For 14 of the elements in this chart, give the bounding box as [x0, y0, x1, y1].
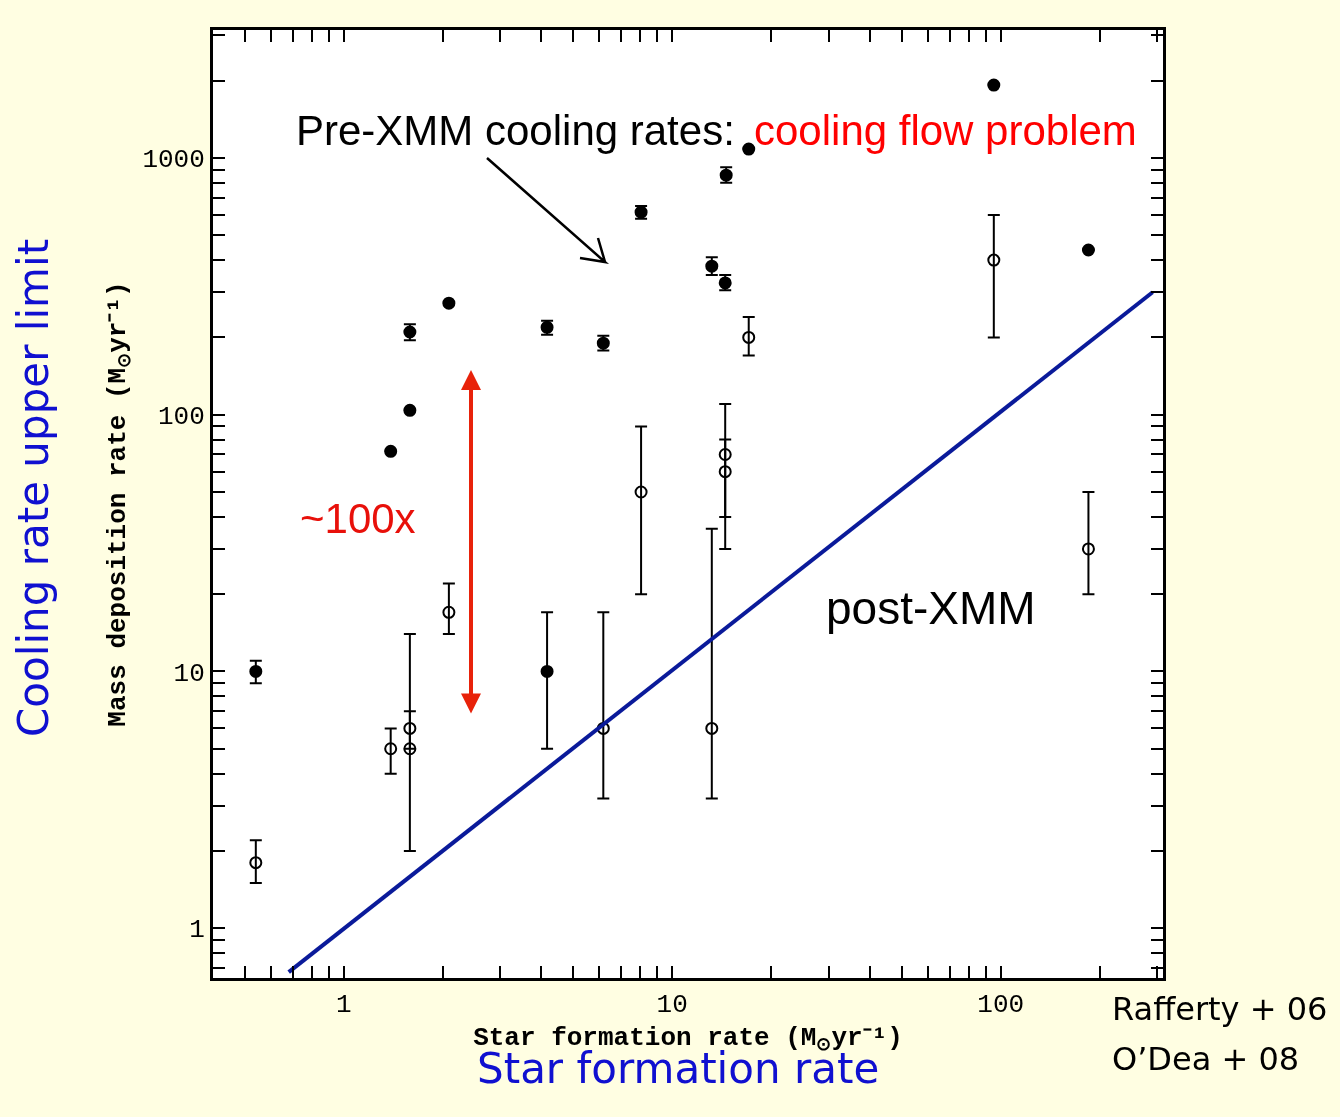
y-tick-label: 10 — [173, 658, 205, 689]
x-tick-label: 1 — [335, 990, 352, 1021]
y-tick-label: 1000 — [142, 145, 205, 176]
text: Rafferty + 06 — [1112, 990, 1328, 1028]
x-tick-label: 10 — [656, 990, 688, 1021]
text: Cooling rate upper limit — [9, 238, 58, 737]
y-tick-label: 100 — [157, 401, 205, 432]
annotation: Pre-XMM cooling rates: — [296, 107, 735, 154]
x-tick-label: 100 — [977, 990, 1025, 1021]
annotation: post-XMM — [826, 582, 1036, 634]
annotation: ~100x — [300, 495, 416, 542]
annotation: cooling flow problem — [754, 107, 1137, 154]
text: O’Dea + 08 — [1112, 1040, 1300, 1078]
y-tick-label: 1 — [189, 915, 205, 946]
